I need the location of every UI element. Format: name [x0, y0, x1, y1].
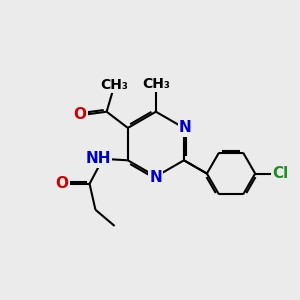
Text: O: O: [56, 176, 69, 191]
Text: O: O: [74, 107, 87, 122]
Text: N: N: [179, 120, 192, 135]
Text: NH: NH: [85, 151, 111, 166]
Text: Cl: Cl: [272, 166, 288, 181]
Text: CH₃: CH₃: [100, 78, 128, 92]
Text: N: N: [149, 170, 162, 185]
Text: CH₃: CH₃: [142, 77, 170, 91]
